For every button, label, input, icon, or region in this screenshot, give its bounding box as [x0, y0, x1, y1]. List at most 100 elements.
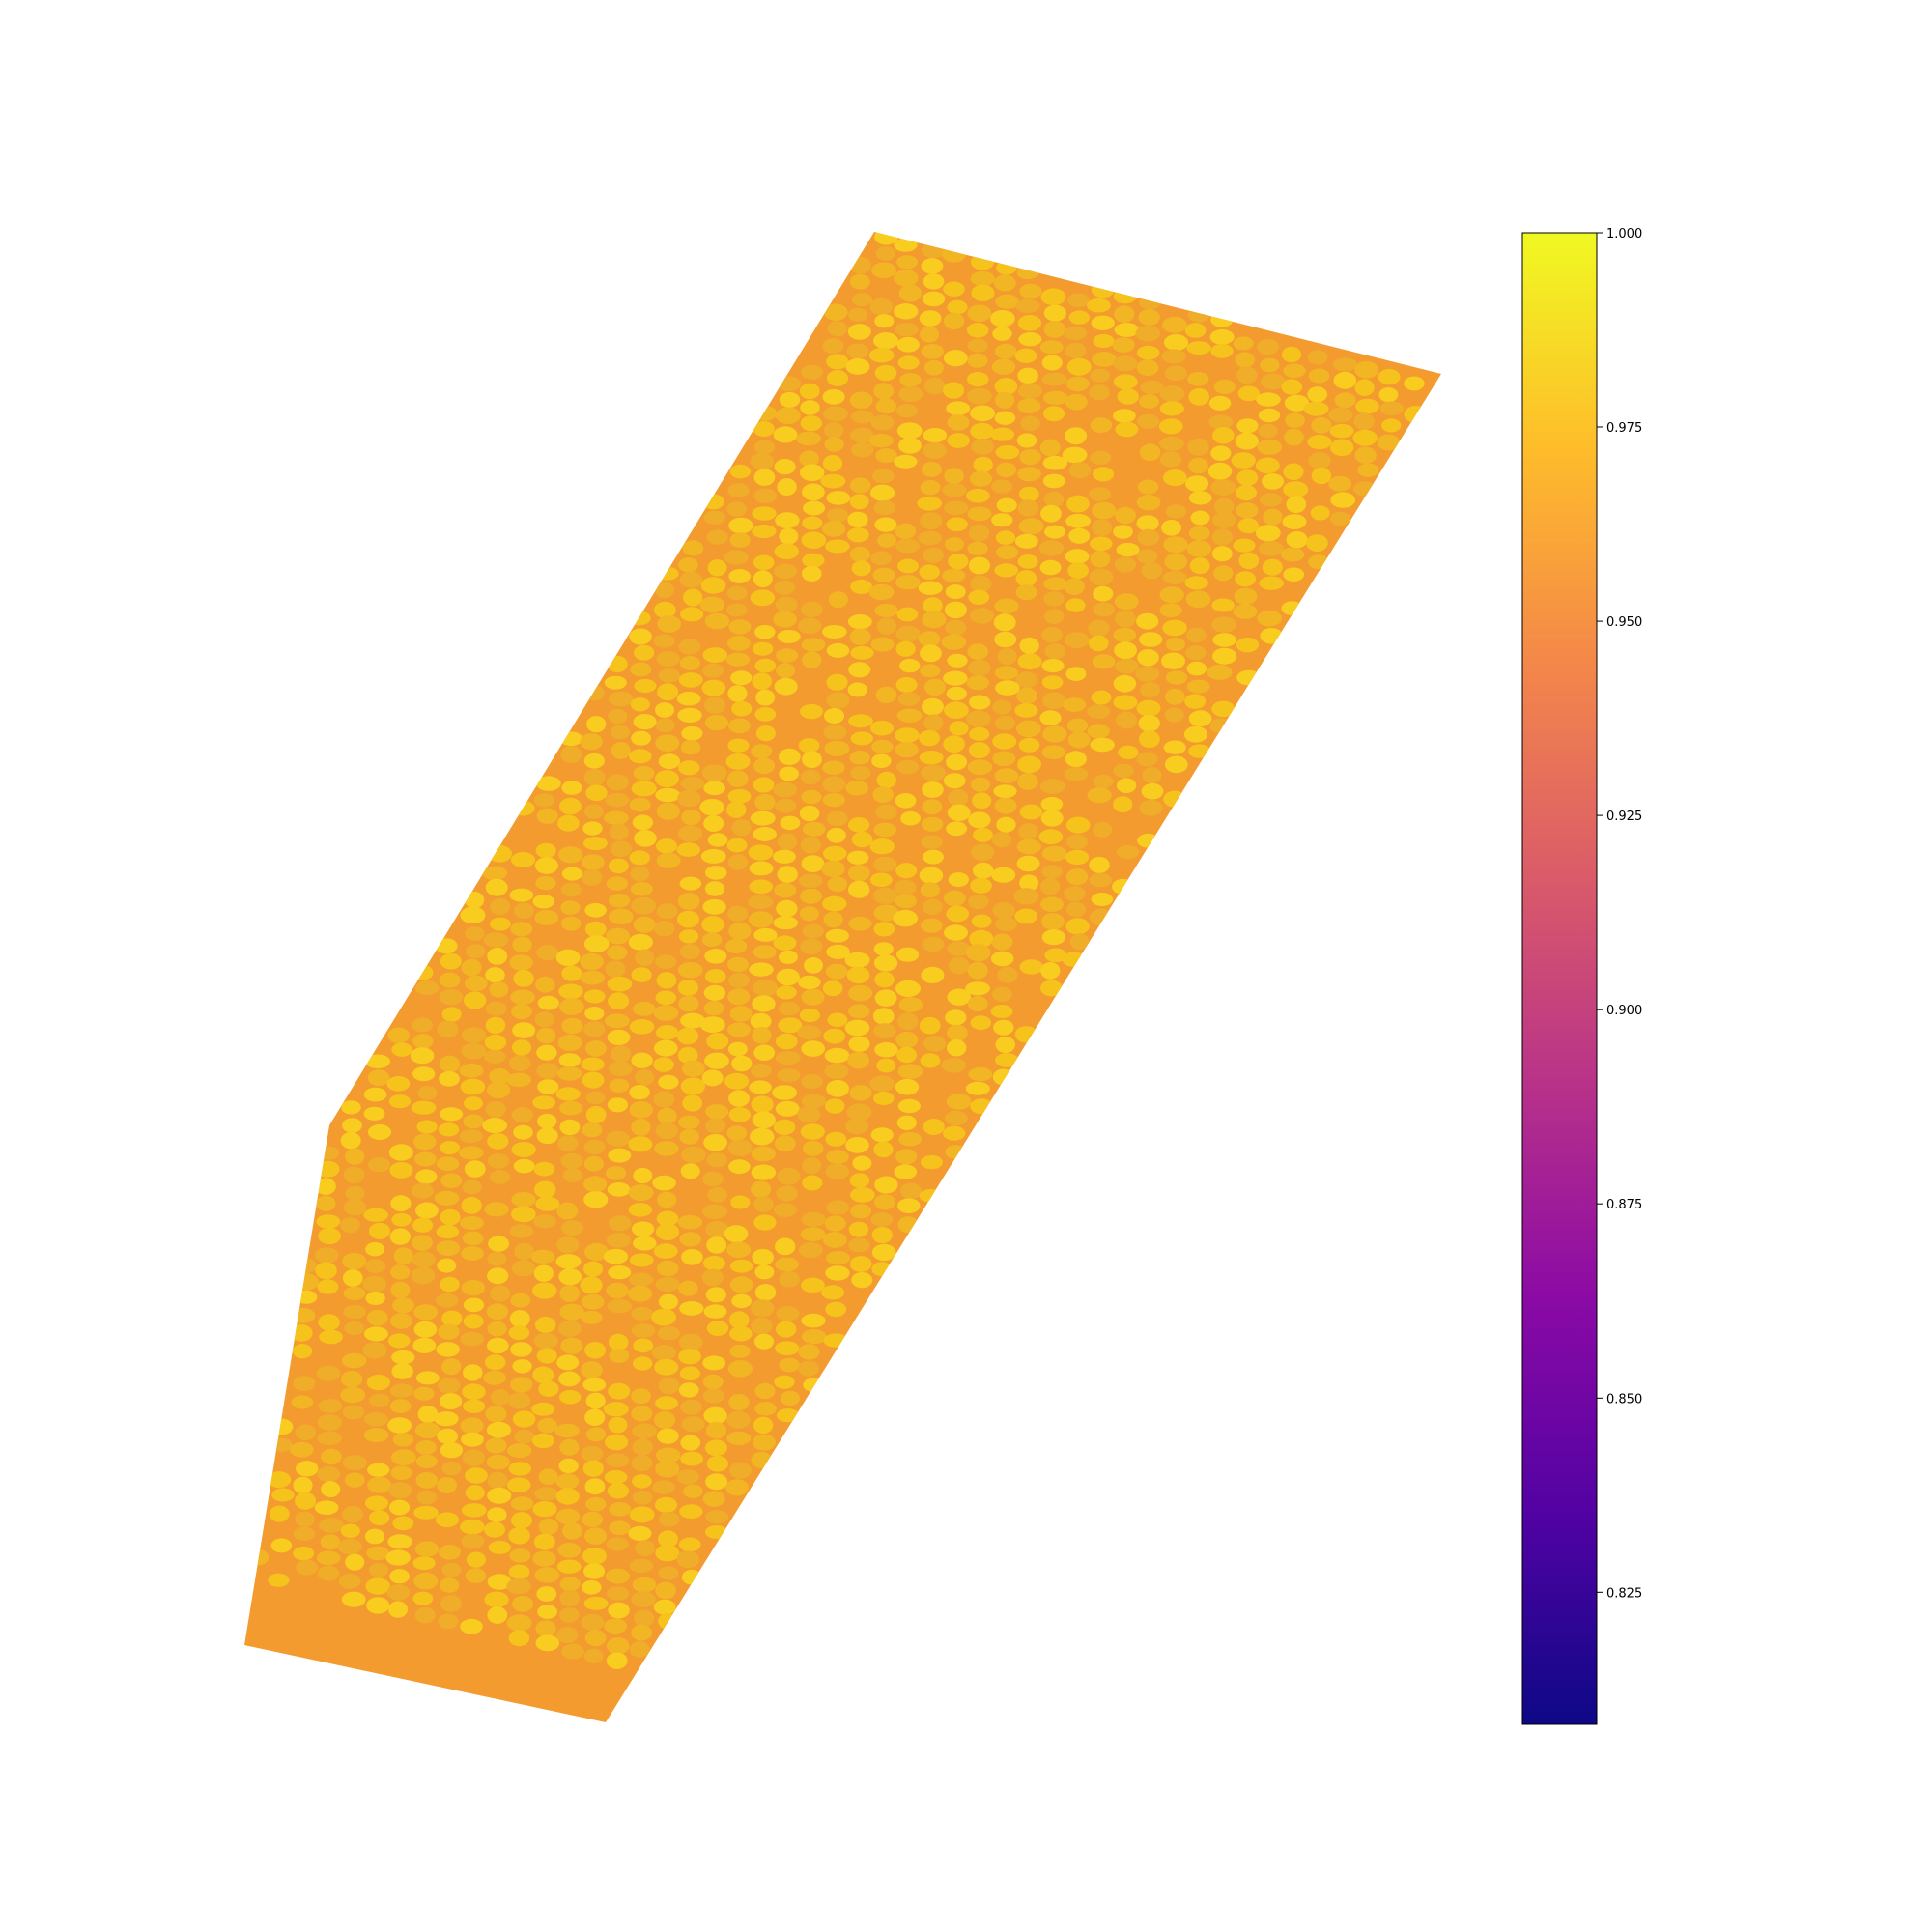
tree-crown	[1040, 288, 1066, 306]
tree-crown	[1329, 511, 1350, 526]
tree-crown	[1015, 671, 1038, 689]
tree-crown	[727, 685, 748, 702]
tree-crown	[966, 488, 990, 503]
tree-crown	[679, 656, 701, 670]
tree-crown	[802, 1175, 823, 1191]
tree-crown	[919, 751, 944, 765]
tree-crown	[967, 506, 992, 522]
tree-crown	[633, 644, 655, 661]
tree-crown	[628, 749, 652, 764]
tree-crown	[653, 634, 675, 648]
tree-crown	[825, 1265, 850, 1281]
tree-crown	[1139, 296, 1161, 310]
tree-crown	[535, 876, 556, 891]
tree-crown	[317, 1466, 341, 1482]
tree-crown	[558, 731, 583, 746]
tree-crown	[490, 1389, 510, 1406]
tree-crown	[631, 1591, 656, 1607]
tree-crown	[555, 1087, 581, 1101]
tree-crown	[1114, 593, 1139, 611]
tree-crown	[1136, 345, 1160, 360]
tree-crown	[635, 1068, 655, 1086]
tree-crown	[1041, 929, 1066, 946]
tree-crown	[703, 781, 725, 796]
tree-crown	[972, 792, 992, 810]
tree-crown	[750, 1012, 772, 1030]
tree-crown	[411, 1182, 435, 1199]
tree-crown	[701, 679, 726, 696]
tree-crown	[655, 787, 681, 803]
tree-crown	[701, 932, 723, 948]
tree-crown	[970, 1015, 992, 1031]
tree-crown	[485, 1437, 507, 1454]
tree-crown	[923, 428, 948, 443]
tree-crown	[1212, 511, 1236, 529]
tree-crown	[483, 932, 509, 948]
tree-crown	[705, 1221, 729, 1238]
tree-crown	[1044, 643, 1066, 660]
tree-crown	[706, 1321, 729, 1336]
tree-crown	[1283, 481, 1309, 498]
tree-crown	[631, 1323, 656, 1338]
tree-crown	[387, 1333, 411, 1349]
tree-crown	[606, 1652, 628, 1669]
tree-crown	[655, 1122, 678, 1140]
tree-crown	[510, 1293, 531, 1308]
tree-crown	[702, 1491, 725, 1507]
tree-crown	[538, 1518, 559, 1535]
tree-crown	[895, 894, 917, 909]
tree-crown	[585, 1427, 607, 1442]
tree-crown	[652, 1175, 676, 1191]
tree-crown	[1257, 439, 1282, 455]
tree-crown	[341, 1371, 363, 1388]
tree-crown	[1137, 528, 1160, 547]
tree-crown	[1019, 874, 1039, 892]
tree-crown	[1184, 323, 1207, 338]
tree-crown	[581, 1310, 603, 1324]
tree-crown	[653, 1005, 679, 1021]
tree-crown	[801, 1277, 825, 1293]
tree-crown	[656, 1260, 679, 1277]
tree-crown	[943, 735, 965, 753]
tree-crown	[798, 873, 823, 889]
tree-crown	[920, 664, 941, 678]
tree-crown	[801, 1313, 826, 1328]
tree-crown	[897, 1064, 923, 1079]
tree-crown	[363, 1087, 387, 1102]
tree-crown	[702, 1388, 725, 1404]
tree-crown	[1185, 590, 1211, 609]
tree-crown	[703, 1304, 727, 1319]
tree-crown	[340, 1386, 366, 1404]
tree-crown	[536, 1586, 557, 1602]
tree-crown	[895, 1031, 919, 1049]
tree-crown	[1234, 587, 1258, 605]
tree-crown	[343, 1304, 367, 1319]
tree-crown	[1043, 591, 1065, 607]
tree-crown	[943, 773, 966, 789]
tree-crown	[537, 1079, 559, 1094]
tree-crown	[776, 968, 800, 986]
tree-crown	[775, 1237, 796, 1256]
tree-crown	[923, 678, 946, 696]
tree-crown	[656, 1447, 681, 1463]
tree-crown	[750, 810, 776, 826]
tree-crown	[506, 1477, 531, 1492]
tree-crown	[894, 303, 919, 320]
tree-crown	[946, 753, 968, 771]
tree-crown	[1260, 628, 1283, 644]
tree-crown	[1259, 540, 1284, 556]
tree-crown	[896, 1115, 917, 1131]
tree-crown	[487, 1606, 508, 1624]
tree-crown	[1236, 637, 1260, 653]
tree-crown	[967, 387, 992, 405]
tree-crown	[680, 1012, 705, 1029]
tree-crown	[677, 825, 703, 842]
tree-crown	[510, 1206, 536, 1223]
tree-crown	[293, 1344, 313, 1359]
tree-crown	[440, 1141, 460, 1155]
tree-crown	[1136, 752, 1158, 767]
tree-crown	[604, 675, 627, 690]
tree-crown	[559, 1438, 580, 1456]
tree-crown	[508, 1462, 532, 1476]
tree-crown	[535, 976, 555, 993]
